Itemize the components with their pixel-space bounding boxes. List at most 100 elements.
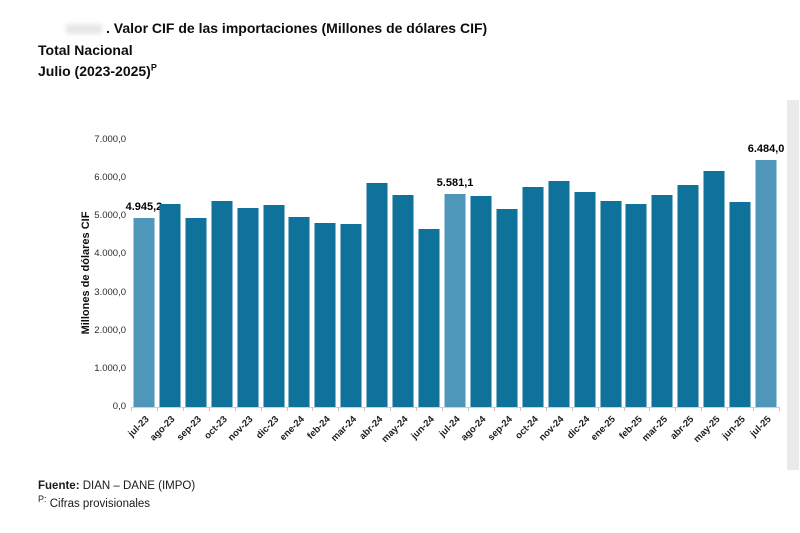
y-tick-label: 4.000,0 [94, 248, 126, 260]
bar-column: oct-24 [513, 140, 547, 442]
chart-period: Julio (2023-2025)P [38, 62, 157, 79]
bar-column: may-24 [380, 140, 418, 445]
x-axis-tick [182, 407, 184, 411]
x-tick-label: feb-24 [305, 414, 334, 442]
x-tick-label: may-24 [380, 414, 411, 445]
x-axis-tick [675, 407, 677, 411]
bar-column: nov-24 [537, 140, 573, 443]
x-tick-label: mar-25 [640, 414, 671, 444]
bar-column: abr-25 [668, 140, 703, 442]
x-axis-tick [208, 407, 210, 411]
x-tick-label: oct-24 [513, 414, 541, 442]
x-axis-tick [234, 407, 236, 411]
x-axis-tick [571, 407, 573, 411]
note-text: Cifras provisionales [46, 498, 151, 510]
title-leading-mark: . [106, 20, 110, 36]
bar-column: dic-24 [565, 140, 599, 441]
x-tick-label: feb-25 [616, 414, 645, 442]
bar-column: 5.581,1 jul-24 [437, 140, 474, 439]
provisional-superscript: P [150, 62, 157, 73]
bar-column: ago-24 [459, 140, 495, 443]
x-axis-tick [779, 407, 781, 411]
x-tick-label: dic-23 [254, 414, 282, 442]
bar-column: may-25 [691, 140, 729, 445]
x-axis-tick [727, 407, 729, 411]
bar-jul-23 [133, 218, 155, 407]
bar-column: 4.945,2 jul-23 [126, 140, 163, 439]
x-tick-label: nov-24 [537, 414, 567, 444]
x-axis-tick [753, 407, 755, 411]
y-tick-label: 3.000,0 [94, 286, 126, 298]
x-axis-tick [493, 407, 495, 411]
provisional-note: P: Cifras provisionales [38, 495, 151, 510]
bar-ene-25 [600, 201, 622, 407]
chart-header: . Valor CIF de las importaciones (Millon… [38, 18, 487, 83]
x-tick-label: jul-25 [748, 414, 774, 440]
bar-mar-24 [340, 224, 362, 407]
bar-column: feb-25 [617, 140, 651, 442]
bar-jun-24 [418, 229, 440, 407]
bar-may-25 [703, 171, 725, 407]
x-axis-tick [156, 407, 158, 411]
x-axis-tick [442, 407, 444, 411]
page-title: Valor CIF de las importaciones (Millones… [113, 20, 488, 36]
x-tick-label: ago-24 [459, 414, 489, 444]
bar-jul-25 [755, 159, 777, 407]
bar-value-label: 6.484,0 [747, 142, 785, 155]
chart-subtitle: Total Nacional [38, 41, 133, 58]
x-axis-tick [364, 407, 366, 411]
x-tick-label: mar-24 [329, 414, 360, 444]
bar-column: sep-23 [175, 140, 210, 443]
bar-column: jun-25 [720, 140, 755, 442]
x-axis-tick [597, 407, 599, 411]
bar-oct-23 [211, 200, 233, 407]
chart-title-line: . Valor CIF de las importaciones (Millon… [38, 18, 487, 40]
x-tick-label: sep-23 [174, 414, 204, 444]
bar-sep-23 [185, 217, 207, 407]
bar-column: nov-23 [226, 140, 262, 443]
y-tick-label: 5.000,0 [94, 210, 126, 222]
x-tick-label: ago-23 [148, 414, 178, 444]
bar-abr-24 [366, 182, 388, 407]
x-tick-label: may-25 [691, 414, 723, 445]
bar-feb-24 [314, 222, 336, 407]
bar-abr-25 [677, 185, 699, 407]
x-axis-tick [312, 407, 314, 411]
y-tick-label: 0,0 [112, 401, 126, 412]
x-axis-tick [545, 407, 547, 411]
note-superscript: P: [38, 494, 47, 505]
y-tick-label: 7.000,0 [94, 134, 126, 145]
x-axis-tick [416, 407, 418, 411]
bar-sep-24 [496, 209, 518, 407]
x-axis-tick [286, 407, 288, 411]
x-axis-tick [390, 407, 392, 411]
bar-ago-23 [159, 203, 181, 407]
x-axis-tick [519, 407, 521, 411]
source-label: Fuente: [38, 480, 80, 492]
x-tick-label: oct-23 [201, 414, 230, 442]
bar-jun-25 [729, 202, 751, 407]
x-axis-tick [131, 407, 132, 411]
bar-dic-23 [263, 205, 285, 407]
x-axis-tick [649, 407, 651, 411]
x-axis-tick [338, 407, 340, 411]
bar-may-24 [392, 194, 414, 407]
right-scrollbar-track[interactable] [787, 100, 799, 470]
bar-column: abr-24 [357, 140, 392, 442]
y-tick-label: 6.000,0 [94, 172, 126, 184]
bar-column: jun-24 [409, 140, 444, 442]
bar-column: sep-24 [486, 140, 521, 443]
bar-value-label: 4.945,2 [125, 201, 163, 214]
bar-column: ago-23 [148, 140, 184, 443]
x-tick-label: jun-24 [409, 414, 437, 442]
bar-column: oct-23 [202, 140, 236, 442]
x-tick-label: ene-24 [278, 414, 308, 444]
x-tick-label: jun-25 [720, 414, 748, 442]
y-tick-label: 2.000,0 [94, 324, 126, 336]
x-tick-label: dic-24 [565, 414, 593, 442]
bar-column: ene-24 [278, 140, 314, 443]
x-tick-label: ene-25 [589, 414, 619, 444]
bar-column: dic-23 [254, 140, 288, 441]
bar-ene-24 [288, 216, 310, 407]
